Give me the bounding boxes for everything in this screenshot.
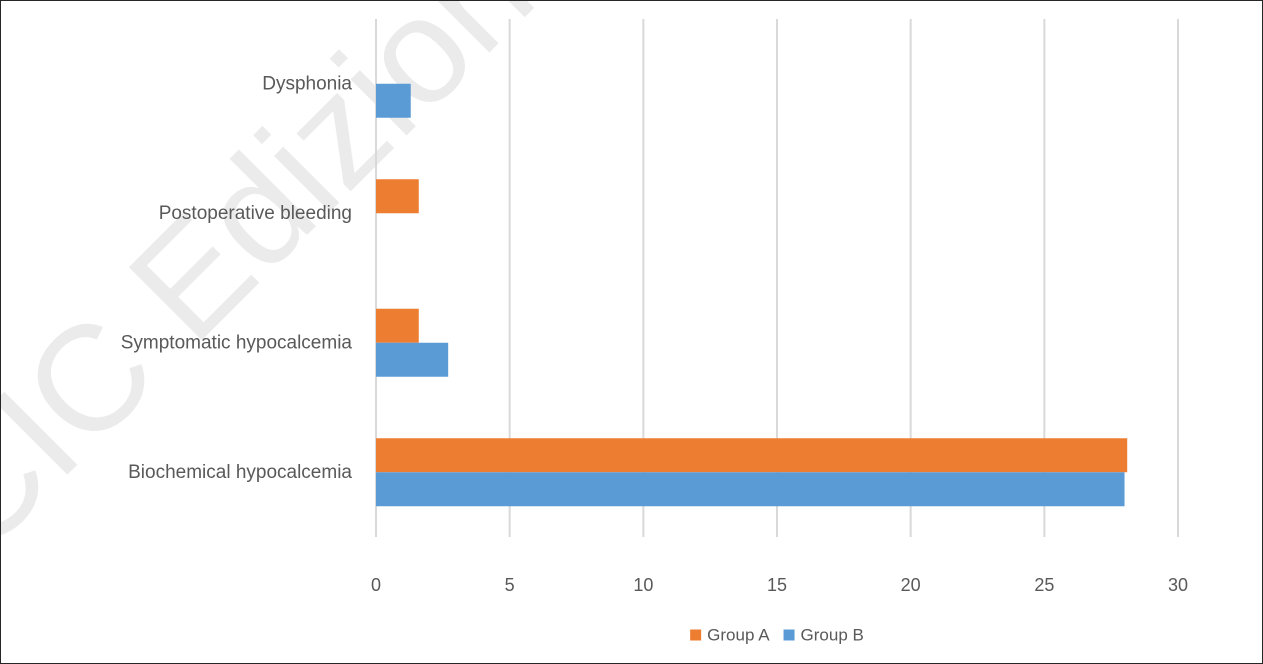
category-label: Dysphonia <box>262 73 352 94</box>
bars <box>376 83 1128 507</box>
legend-label-group-b: Group B <box>801 626 864 645</box>
bar-group-a-postoperative-bleeding <box>376 179 419 214</box>
category-label: Symptomatic hypocalcemia <box>121 332 353 353</box>
category-label: Biochemical hypocalcemia <box>128 462 352 483</box>
legend-swatch-group-b <box>783 629 795 641</box>
x-tick-label: 0 <box>371 575 381 595</box>
bar-group-b-biochemical-hypocalcemia <box>376 472 1125 507</box>
bar-group-b-dysphonia <box>376 83 411 118</box>
legend: Group A Group B <box>690 626 864 645</box>
x-tick-label: 5 <box>505 575 515 595</box>
bar-group-b-symptomatic-hypocalcemia <box>376 342 449 377</box>
x-tick-labels: 0 5 10 15 20 25 30 <box>371 575 1188 595</box>
legend-label-group-a: Group A <box>707 626 770 645</box>
bar-group-a-symptomatic-hypocalcemia <box>376 308 419 343</box>
x-tick-label: 25 <box>1034 575 1054 595</box>
x-tick-label: 10 <box>633 575 653 595</box>
x-tick-label: 30 <box>1168 575 1188 595</box>
bar-group-a-biochemical-hypocalcemia <box>376 438 1128 473</box>
legend-swatch-group-a <box>690 629 702 641</box>
category-labels: Biochemical hypocalcemia Symptomatic hypo… <box>121 73 353 483</box>
category-label: Postoperative bleeding <box>159 203 352 224</box>
x-tick-label: 20 <box>901 575 921 595</box>
x-tick-label: 15 <box>767 575 787 595</box>
